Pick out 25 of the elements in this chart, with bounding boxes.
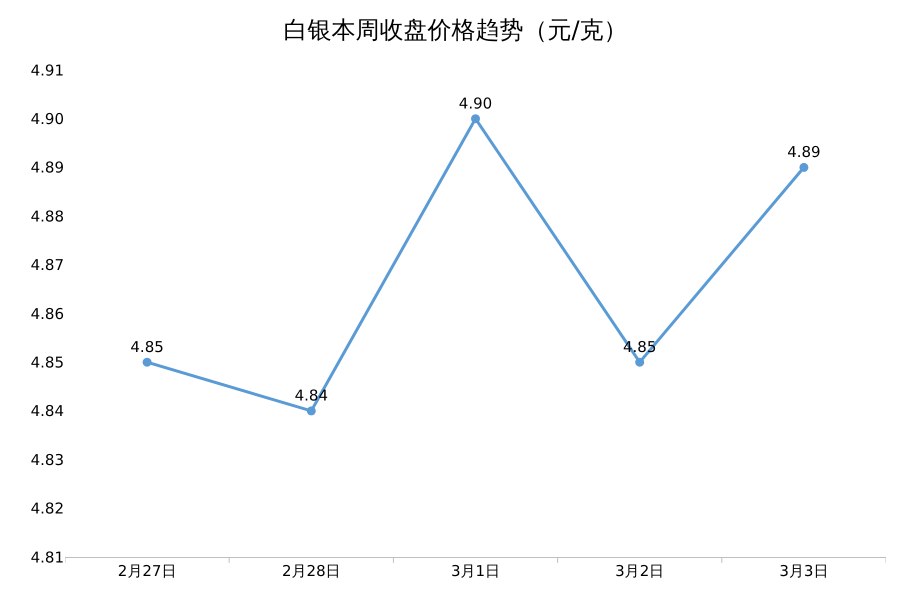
y-tick-label: 4.86 [30, 304, 64, 323]
y-tick-label: 4.83 [30, 450, 64, 469]
y-tick-label: 4.84 [30, 402, 64, 420]
x-tick-label: 3月1日 [450, 562, 500, 580]
data-label: 4.90 [458, 94, 492, 112]
y-tick-label: 4.85 [30, 353, 64, 372]
point [306, 406, 316, 416]
chart-title: 白银本周收盘价格趋势（元/克） [283, 16, 628, 44]
y-tick-label: 4.90 [30, 110, 64, 128]
y-tick-label: 4.81 [30, 548, 64, 566]
x-tick-label: 3月3日 [779, 562, 828, 580]
point [799, 162, 808, 172]
point [635, 358, 644, 367]
x-tick-label: 2月28日 [282, 562, 341, 580]
y-tick-label: 4.82 [30, 500, 64, 518]
data-label: 4.89 [787, 143, 821, 162]
point [142, 358, 152, 367]
y-tick-label: 4.89 [30, 158, 64, 177]
x-tick-label: 2月27日 [118, 562, 176, 580]
y-tick-label: 4.91 [30, 61, 64, 80]
x-tick-label: 3月2日 [615, 562, 664, 580]
data-label: 4.85 [130, 338, 164, 356]
point [471, 114, 480, 124]
y-tick-label: 4.87 [30, 256, 64, 274]
y-tick-label: 4.88 [30, 207, 64, 226]
